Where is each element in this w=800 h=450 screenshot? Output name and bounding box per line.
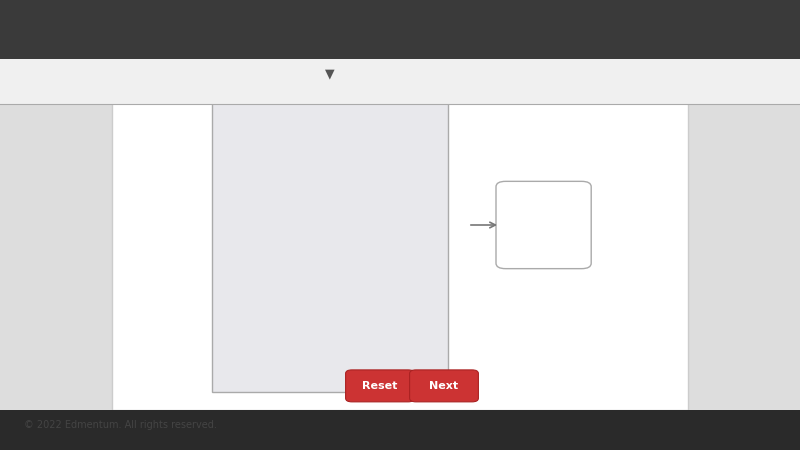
Text: x: x [426, 108, 433, 118]
FancyBboxPatch shape [410, 370, 478, 402]
Text: -1: -1 [374, 153, 385, 163]
Text: -4: -4 [278, 108, 289, 118]
FancyBboxPatch shape [346, 370, 414, 402]
Text: Reset: Reset [362, 381, 398, 391]
Bar [212, 58, 448, 90]
Text: -3: -3 [374, 228, 385, 238]
Text: © 2022 Edmentum. All rights reserved.: © 2022 Edmentum. All rights reserved. [24, 420, 217, 430]
Text: -2: -2 [374, 190, 385, 200]
Text: ▼: ▼ [325, 68, 335, 81]
Text: -6: -6 [374, 339, 385, 349]
Bar [212, 86, 448, 392]
Text: 1: 1 [389, 108, 396, 118]
Text: -5: -5 [374, 302, 385, 312]
Text: -1: -1 [343, 108, 354, 118]
FancyBboxPatch shape [496, 181, 591, 269]
Text: 2: 2 [411, 108, 418, 118]
Bar [0, 410, 800, 450]
Text: -3: -3 [300, 108, 310, 118]
Text: -2: -2 [322, 108, 333, 118]
Text: -4: -4 [374, 265, 385, 274]
Bar [112, 58, 688, 410]
Bar [0, 0, 800, 58]
Text: y: y [370, 102, 378, 112]
Text: Next: Next [430, 381, 458, 391]
Text: -5: -5 [256, 108, 267, 118]
Bar [0, 58, 800, 410]
Bar [0, 58, 800, 104]
